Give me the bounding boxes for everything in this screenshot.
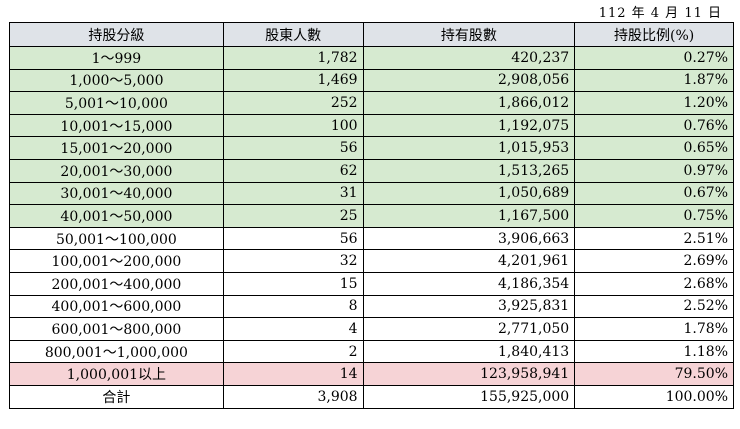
header-level: 持股分級 bbox=[9, 22, 224, 47]
cell-level: 1～999 bbox=[9, 46, 224, 70]
cell-shares: 2,771,050 bbox=[362, 317, 576, 341]
cell-holders: 25 bbox=[222, 204, 364, 228]
cell-ratio: 0.67% bbox=[574, 181, 734, 206]
cell-holders: 4 bbox=[222, 317, 364, 341]
cell-shares: 2,908,056 bbox=[362, 68, 576, 93]
cell-ratio: 1.87% bbox=[574, 68, 734, 93]
cell-level: 200,001～400,000 bbox=[9, 271, 224, 296]
cell-level: 30,001～40,000 bbox=[9, 181, 224, 206]
table-body: 1～999 1,782 420,237 0.27% 1,000～5,000 1,469 2,… bbox=[9, 46, 734, 386]
cell-shares: 1,866,012 bbox=[362, 91, 576, 115]
cell-ratio: 0.76% bbox=[574, 113, 734, 138]
cell-ratio: 0.97% bbox=[574, 158, 734, 183]
cell-ratio: 2.69% bbox=[574, 249, 734, 273]
cell-level: 50,001～100,000 bbox=[9, 226, 224, 251]
cell-holders: 15 bbox=[222, 271, 364, 296]
cell-holders: 2 bbox=[222, 339, 364, 364]
cell-ratio: 0.27% bbox=[574, 46, 734, 70]
cell-shares: 3,925,831 bbox=[362, 294, 576, 319]
total-holders: 3,908 bbox=[222, 384, 364, 409]
table-row: 400,001～600,000 8 3,925,831 2.52% bbox=[9, 294, 734, 319]
cell-ratio: 79.50% bbox=[574, 362, 734, 386]
cell-ratio: 2.52% bbox=[574, 294, 734, 319]
report-date: 112 年 4 月 11 日 bbox=[598, 6, 722, 21]
cell-shares: 4,186,354 bbox=[362, 271, 576, 296]
cell-shares: 1,015,953 bbox=[362, 136, 576, 160]
cell-shares: 420,237 bbox=[362, 46, 576, 70]
table-row: 1,000～5,000 1,469 2,908,056 1.87% bbox=[9, 68, 734, 93]
table-row: 600,001～800,000 4 2,771,050 1.78% bbox=[9, 317, 734, 341]
cell-holders: 100 bbox=[222, 113, 364, 138]
cell-holders: 8 bbox=[222, 294, 364, 319]
cell-holders: 32 bbox=[222, 249, 364, 273]
cell-level: 600,001～800,000 bbox=[9, 317, 224, 341]
table-row: 40,001～50,000 25 1,167,500 0.75% bbox=[9, 204, 734, 228]
table-row: 1,000,001以上 14 123,958,941 79.50% bbox=[9, 362, 734, 386]
cell-shares: 3,906,663 bbox=[362, 226, 576, 251]
table-row: 20,001～30,000 62 1,513,265 0.97% bbox=[9, 158, 734, 183]
table-row: 800,001～1,000,000 2 1,840,413 1.18% bbox=[9, 339, 734, 364]
cell-level: 10,001～15,000 bbox=[9, 113, 224, 138]
cell-holders: 1,469 bbox=[222, 68, 364, 93]
table-row: 50,001～100,000 56 3,906,663 2.51% bbox=[9, 226, 734, 251]
cell-holders: 56 bbox=[222, 226, 364, 251]
table-row: 10,001～15,000 100 1,192,075 0.76% bbox=[9, 113, 734, 138]
cell-level: 1,000,001以上 bbox=[9, 362, 224, 386]
table-row: 15,001～20,000 56 1,015,953 0.65% bbox=[9, 136, 734, 160]
cell-holders: 62 bbox=[222, 158, 364, 183]
cell-holders: 56 bbox=[222, 136, 364, 160]
total-label: 合計 bbox=[9, 384, 224, 409]
cell-holders: 31 bbox=[222, 181, 364, 206]
cell-holders: 252 bbox=[222, 91, 364, 115]
cell-ratio: 2.51% bbox=[574, 226, 734, 251]
total-shares: 155,925,000 bbox=[362, 384, 576, 409]
cell-ratio: 1.78% bbox=[574, 317, 734, 341]
cell-shares: 1,513,265 bbox=[362, 158, 576, 183]
cell-holders: 1,782 bbox=[222, 46, 364, 70]
cell-level: 800,001～1,000,000 bbox=[9, 339, 224, 364]
table-row: 100,001～200,000 32 4,201,961 2.69% bbox=[9, 249, 734, 273]
cell-level: 20,001～30,000 bbox=[9, 158, 224, 183]
cell-shares: 1,167,500 bbox=[362, 204, 576, 228]
table-row: 30,001～40,000 31 1,050,689 0.67% bbox=[9, 181, 734, 206]
total-ratio: 100.00% bbox=[574, 384, 734, 409]
cell-ratio: 2.68% bbox=[574, 271, 734, 296]
cell-holders: 14 bbox=[222, 362, 364, 386]
header-row: 持股分級 股東人數 持有股數 持股比例(%) bbox=[9, 22, 734, 47]
cell-level: 100,001～200,000 bbox=[9, 249, 224, 273]
shareholding-table: 持股分級 股東人數 持有股數 持股比例(%) 1～999 1,782 420,237… bbox=[9, 22, 734, 409]
cell-shares: 1,192,075 bbox=[362, 113, 576, 138]
header-holders: 股東人數 bbox=[222, 22, 364, 47]
cell-shares: 1,050,689 bbox=[362, 181, 576, 206]
header-shares: 持有股數 bbox=[362, 22, 576, 47]
table-row: 1～999 1,782 420,237 0.27% bbox=[9, 46, 734, 70]
cell-ratio: 1.20% bbox=[574, 91, 734, 115]
cell-shares: 4,201,961 bbox=[362, 249, 576, 273]
cell-level: 5,001～10,000 bbox=[9, 91, 224, 115]
total-row: 合計 3,908 155,925,000 100.00% bbox=[9, 384, 734, 409]
table-row: 200,001～400,000 15 4,186,354 2.68% bbox=[9, 271, 734, 296]
cell-level: 400,001～600,000 bbox=[9, 294, 224, 319]
table-row: 5,001～10,000 252 1,866,012 1.20% bbox=[9, 91, 734, 115]
cell-ratio: 0.75% bbox=[574, 204, 734, 228]
header-ratio: 持股比例(%) bbox=[574, 22, 734, 47]
cell-shares: 123,958,941 bbox=[362, 362, 576, 386]
cell-level: 1,000～5,000 bbox=[9, 68, 224, 93]
cell-ratio: 0.65% bbox=[574, 136, 734, 160]
cell-level: 40,001～50,000 bbox=[9, 204, 224, 228]
cell-ratio: 1.18% bbox=[574, 339, 734, 364]
cell-level: 15,001～20,000 bbox=[9, 136, 224, 160]
cell-shares: 1,840,413 bbox=[362, 339, 576, 364]
